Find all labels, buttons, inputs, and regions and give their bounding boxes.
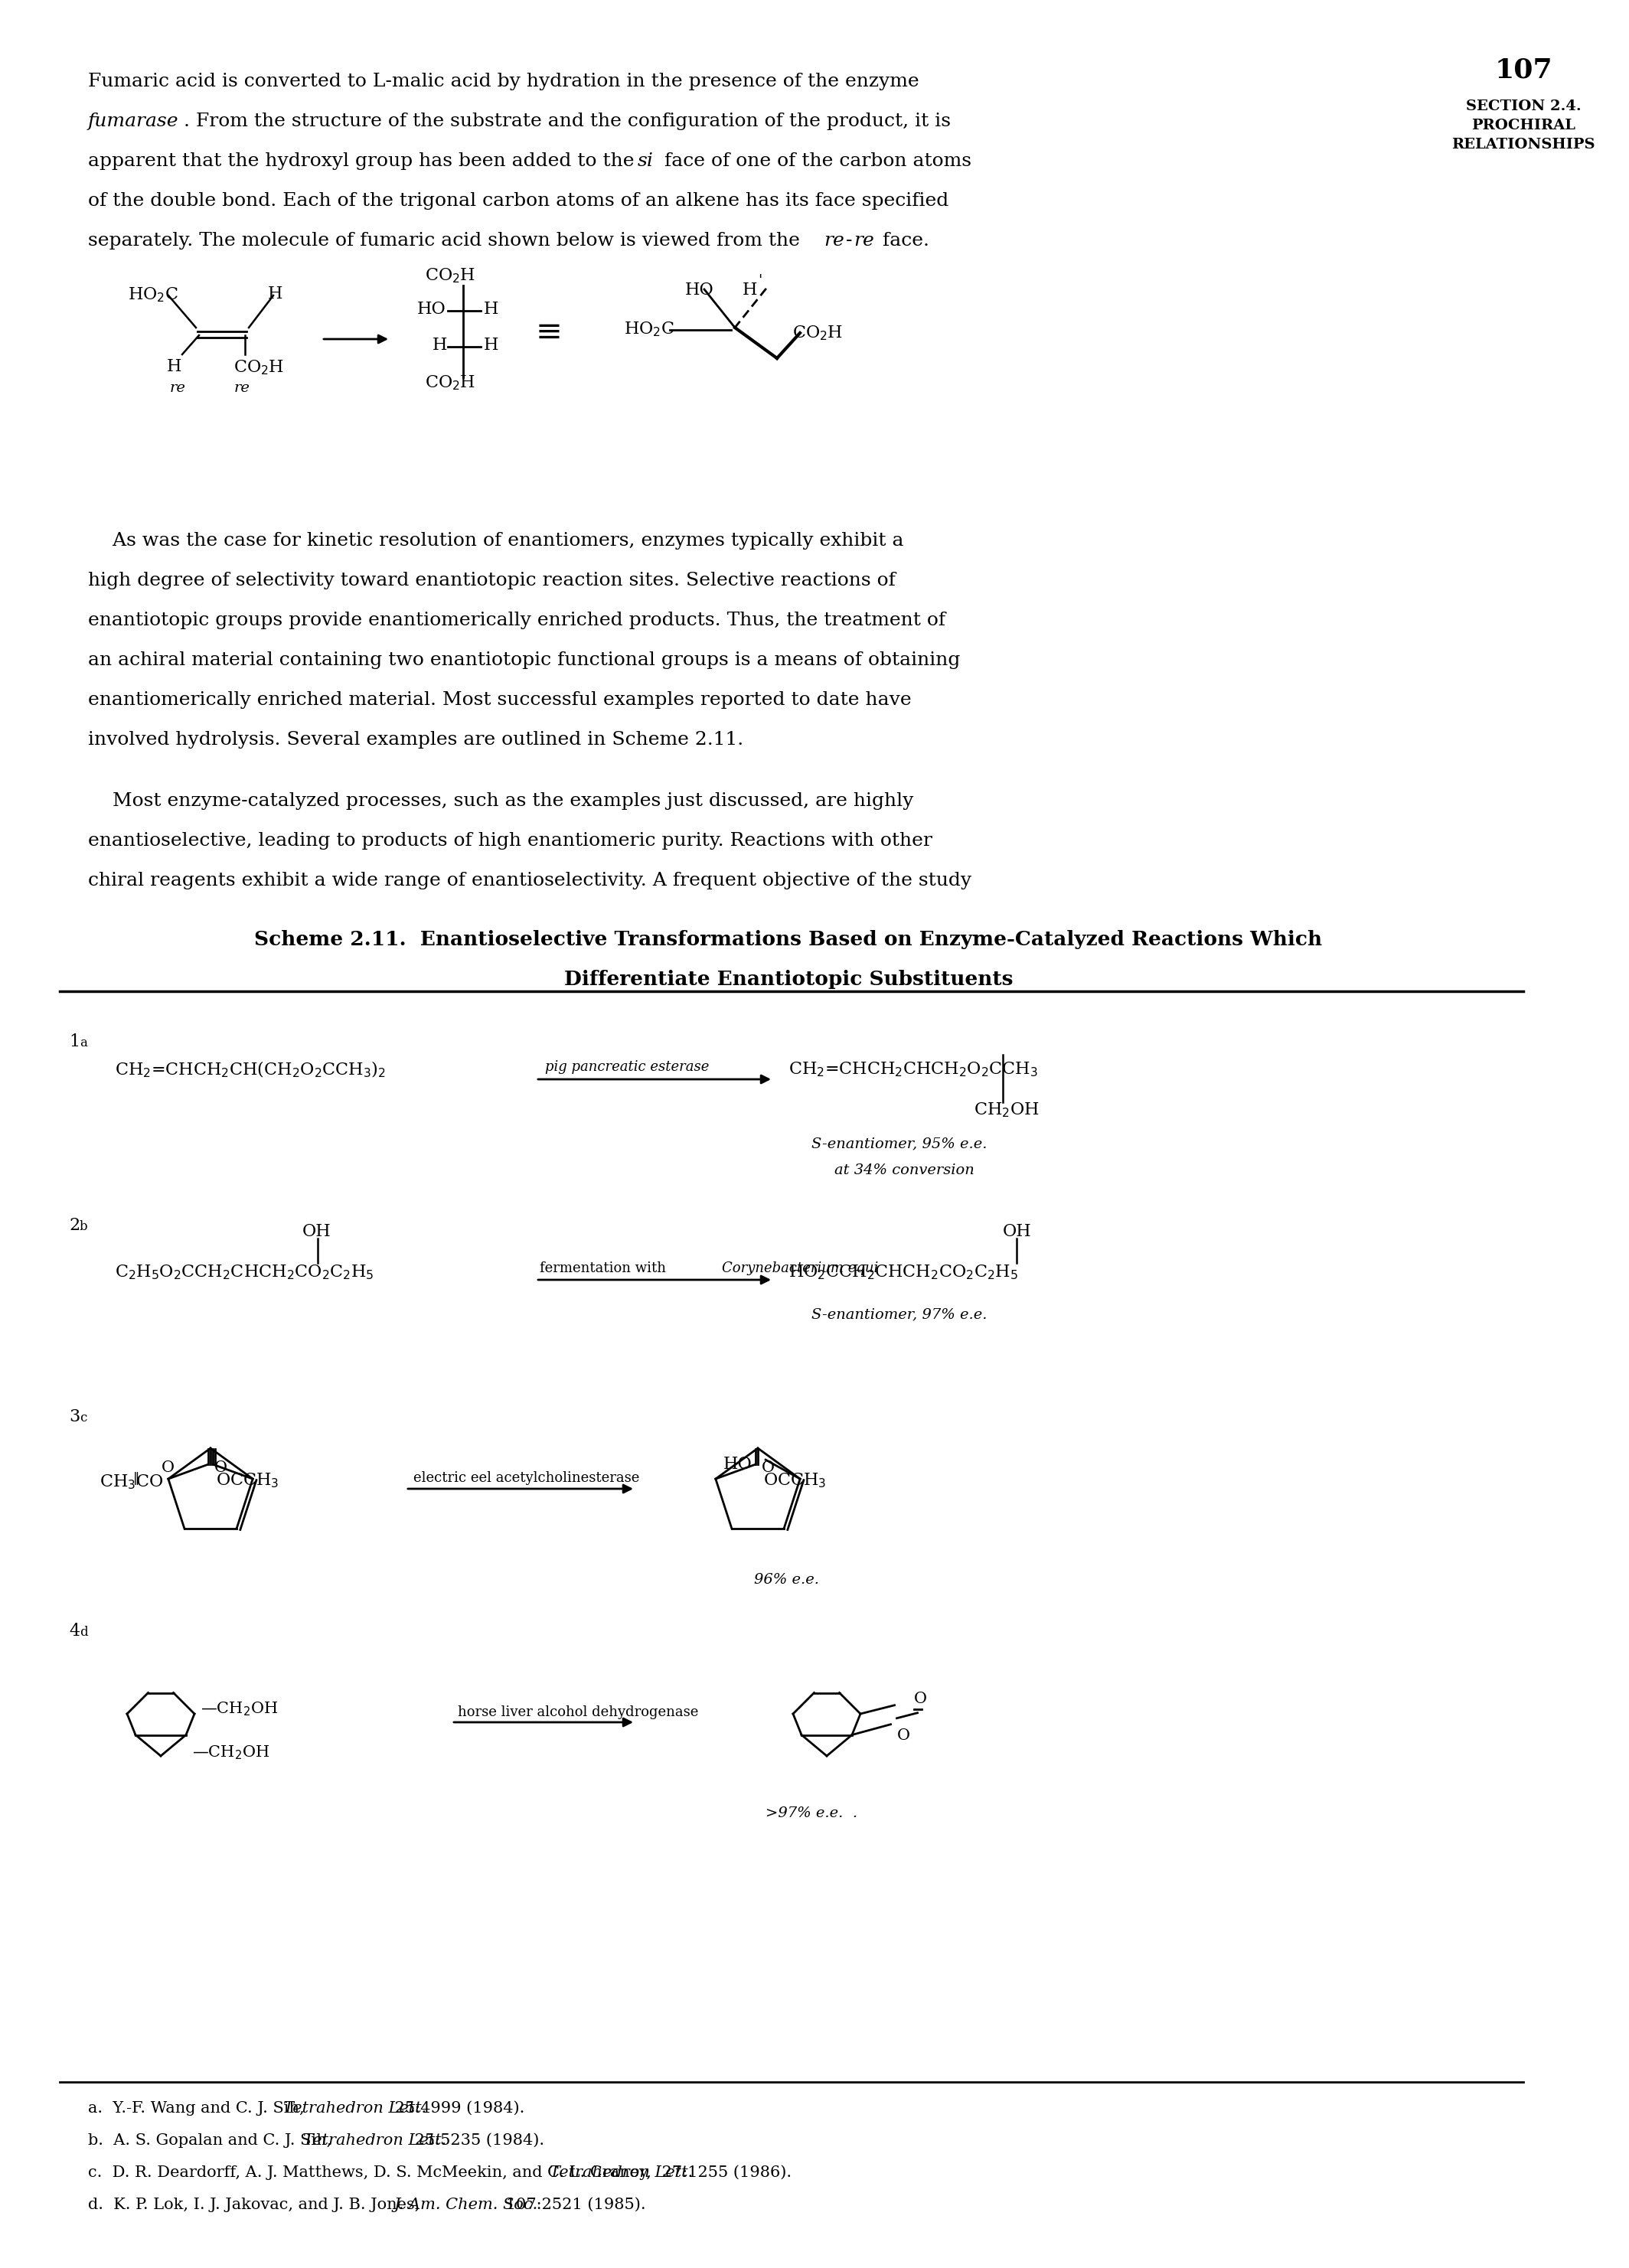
Text: —CH$_2$OH: —CH$_2$OH: [192, 1744, 270, 1762]
Text: OH: OH: [303, 1222, 331, 1241]
Text: CH$_2$=CHCH$_2$CHCH$_2$O$_2$CCH$_3$: CH$_2$=CHCH$_2$CHCH$_2$O$_2$CCH$_3$: [788, 1059, 1038, 1077]
Text: ': ': [757, 274, 762, 288]
Text: H: H: [433, 336, 448, 354]
Text: HO: HO: [417, 302, 446, 318]
Text: fumarase: fumarase: [88, 113, 179, 129]
Text: 3: 3: [68, 1408, 80, 1424]
Text: 96% e.e.: 96% e.e.: [754, 1574, 819, 1588]
Text: CO$_2$H: CO$_2$H: [233, 358, 283, 376]
Text: 4: 4: [68, 1622, 80, 1640]
Text: H: H: [267, 286, 283, 302]
Text: 27:1255 (1986).: 27:1255 (1986).: [656, 2166, 792, 2180]
Text: J. Am. Chem. Soc.: J. Am. Chem. Soc.: [394, 2198, 538, 2211]
Text: electric eel acetylcholinesterase: electric eel acetylcholinesterase: [414, 1472, 640, 1486]
Text: d.  K. P. Lok, I. J. Jakovac, and J. B. Jones,: d. K. P. Lok, I. J. Jakovac, and J. B. J…: [88, 2198, 425, 2211]
Text: H: H: [743, 281, 757, 299]
Text: Scheme 2.11.  Enantioselective Transformations Based on Enzyme-Catalyzed Reactio: Scheme 2.11. Enantioselective Transforma…: [254, 930, 1323, 948]
Text: 107: 107: [1494, 57, 1552, 84]
Text: CO$_2$H: CO$_2$H: [792, 324, 842, 342]
Text: Tetrahedron Lett.: Tetrahedron Lett.: [283, 2100, 427, 2116]
Text: C$_2$H$_5$O$_2$CCH$_2$CHCH$_2$CO$_2$C$_2$H$_5$: C$_2$H$_5$O$_2$CCH$_2$CHCH$_2$CO$_2$C$_2…: [114, 1263, 375, 1281]
Text: H: H: [484, 302, 498, 318]
Text: 25:5235 (1984).: 25:5235 (1984).: [409, 2134, 544, 2148]
Text: 25:4999 (1984).: 25:4999 (1984).: [389, 2100, 525, 2116]
Text: an achiral material containing two enantiotopic functional groups is a means of : an achiral material containing two enant…: [88, 651, 959, 669]
Text: 107:2521 (1985).: 107:2521 (1985).: [500, 2198, 645, 2211]
Text: CO$_2$H: CO$_2$H: [425, 374, 476, 392]
Text: OCCH$_3$: OCCH$_3$: [215, 1472, 279, 1490]
Text: OCCH$_3$: OCCH$_3$: [762, 1472, 826, 1490]
Text: HO: HO: [686, 281, 714, 299]
Text: Corynebacterium equi: Corynebacterium equi: [722, 1261, 878, 1275]
Text: face.: face.: [876, 231, 929, 249]
Text: c: c: [80, 1411, 86, 1424]
Text: Differentiate Enantiotopic Substituents: Differentiate Enantiotopic Substituents: [564, 971, 1013, 989]
Text: c.  D. R. Deardorff, A. J. Matthews, D. S. McMeekin, and C. L. Craney,: c. D. R. Deardorff, A. J. Matthews, D. S…: [88, 2166, 656, 2180]
Text: of the double bond. Each of the trigonal carbon atoms of an alkene has its face : of the double bond. Each of the trigonal…: [88, 193, 948, 209]
Text: 2: 2: [68, 1218, 80, 1234]
Text: Fumaric acid is converted to L-malic acid by hydration in the presence of the en: Fumaric acid is converted to L-malic aci…: [88, 73, 919, 91]
Text: Most enzyme-catalyzed processes, such as the examples just discussed, are highly: Most enzyme-catalyzed processes, such as…: [88, 792, 914, 810]
Text: chiral reagents exhibit a wide range of enantioselectivity. A frequent objective: chiral reagents exhibit a wide range of …: [88, 871, 971, 889]
Text: apparent that the hydroxyl group has been added to the: apparent that the hydroxyl group has bee…: [88, 152, 640, 170]
Text: >97% e.e.  .: >97% e.e. .: [766, 1805, 857, 1821]
Text: re: re: [854, 231, 875, 249]
Text: pig pancreatic esterase: pig pancreatic esterase: [546, 1059, 709, 1075]
Text: O: O: [161, 1461, 174, 1474]
Text: CH$_2$=CHCH$_2$CH(CH$_2$O$_2$CCH$_3$)$_2$: CH$_2$=CHCH$_2$CH(CH$_2$O$_2$CCH$_3$)$_2…: [114, 1059, 386, 1080]
Text: . From the structure of the substrate and the configuration of the product, it i: . From the structure of the substrate an…: [184, 113, 951, 129]
Text: O: O: [898, 1728, 911, 1742]
Text: si: si: [637, 152, 653, 170]
Text: HO$_2$CCH$_2$CHCH$_2$CO$_2$C$_2$H$_5$: HO$_2$CCH$_2$CHCH$_2$CO$_2$C$_2$H$_5$: [788, 1263, 1018, 1281]
Text: OH: OH: [1003, 1222, 1031, 1241]
Text: CH$_2$OH: CH$_2$OH: [974, 1100, 1039, 1118]
Text: O: O: [761, 1461, 774, 1474]
Text: HO: HO: [723, 1456, 753, 1472]
Text: involved hydrolysis. Several examples are outlined in Scheme 2.11.: involved hydrolysis. Several examples ar…: [88, 730, 743, 748]
Text: b: b: [80, 1220, 88, 1234]
Text: O: O: [914, 1692, 927, 1706]
Text: high degree of selectivity toward enantiotopic reaction sites. Selective reactio: high degree of selectivity toward enanti…: [88, 572, 896, 590]
Text: enantiotopic groups provide enantiomerically enriched products. Thus, the treatm: enantiotopic groups provide enantiomeric…: [88, 612, 945, 628]
Text: O: O: [213, 1461, 226, 1474]
Text: HO$_2$C: HO$_2$C: [127, 286, 179, 304]
Text: S-enantiomer, 95% e.e.: S-enantiomer, 95% e.e.: [811, 1136, 987, 1150]
Text: re: re: [169, 381, 186, 395]
Text: -: -: [845, 231, 852, 249]
Text: H: H: [166, 358, 182, 374]
Text: enantiomerically enriched material. Most successful examples reported to date ha: enantiomerically enriched material. Most…: [88, 692, 912, 710]
Text: fermentation with: fermentation with: [539, 1261, 671, 1275]
Text: at 34% conversion: at 34% conversion: [834, 1163, 974, 1177]
Text: a.  Y.-F. Wang and C. J. Sih,: a. Y.-F. Wang and C. J. Sih,: [88, 2100, 310, 2116]
Text: As was the case for kinetic resolution of enantiomers, enzymes typically exhibit: As was the case for kinetic resolution o…: [88, 533, 904, 549]
Text: H: H: [484, 336, 498, 354]
Text: re: re: [235, 381, 251, 395]
Text: re: re: [824, 231, 844, 249]
Text: —CH$_2$OH: —CH$_2$OH: [200, 1701, 279, 1717]
Text: ≡: ≡: [536, 315, 562, 349]
Text: 1: 1: [68, 1034, 80, 1050]
Text: CH$_3$CO: CH$_3$CO: [99, 1472, 163, 1490]
Text: separately. The molecule of fumaric acid shown below is viewed from the: separately. The molecule of fumaric acid…: [88, 231, 806, 249]
Text: face of one of the carbon atoms: face of one of the carbon atoms: [658, 152, 971, 170]
Text: Tetrahedron Lett.: Tetrahedron Lett.: [303, 2134, 446, 2148]
Text: Tetrahedron Lett.: Tetrahedron Lett.: [551, 2166, 694, 2180]
Text: a: a: [80, 1036, 88, 1050]
Text: d: d: [80, 1626, 88, 1640]
Text: HO$_2$C: HO$_2$C: [624, 320, 674, 338]
Text: horse liver alcohol dehydrogenase: horse liver alcohol dehydrogenase: [458, 1706, 699, 1719]
Text: b.  A. S. Gopalan and C. J. Sih,: b. A. S. Gopalan and C. J. Sih,: [88, 2134, 337, 2148]
Text: ‖: ‖: [134, 1472, 138, 1486]
Text: CO$_2$H: CO$_2$H: [425, 265, 476, 284]
Text: SECTION 2.4.
PROCHIRAL
RELATIONSHIPS: SECTION 2.4. PROCHIRAL RELATIONSHIPS: [1451, 100, 1595, 152]
Text: S-enantiomer, 97% e.e.: S-enantiomer, 97% e.e.: [811, 1306, 987, 1322]
Text: enantioselective, leading to products of high enantiomeric purity. Reactions wit: enantioselective, leading to products of…: [88, 832, 932, 850]
